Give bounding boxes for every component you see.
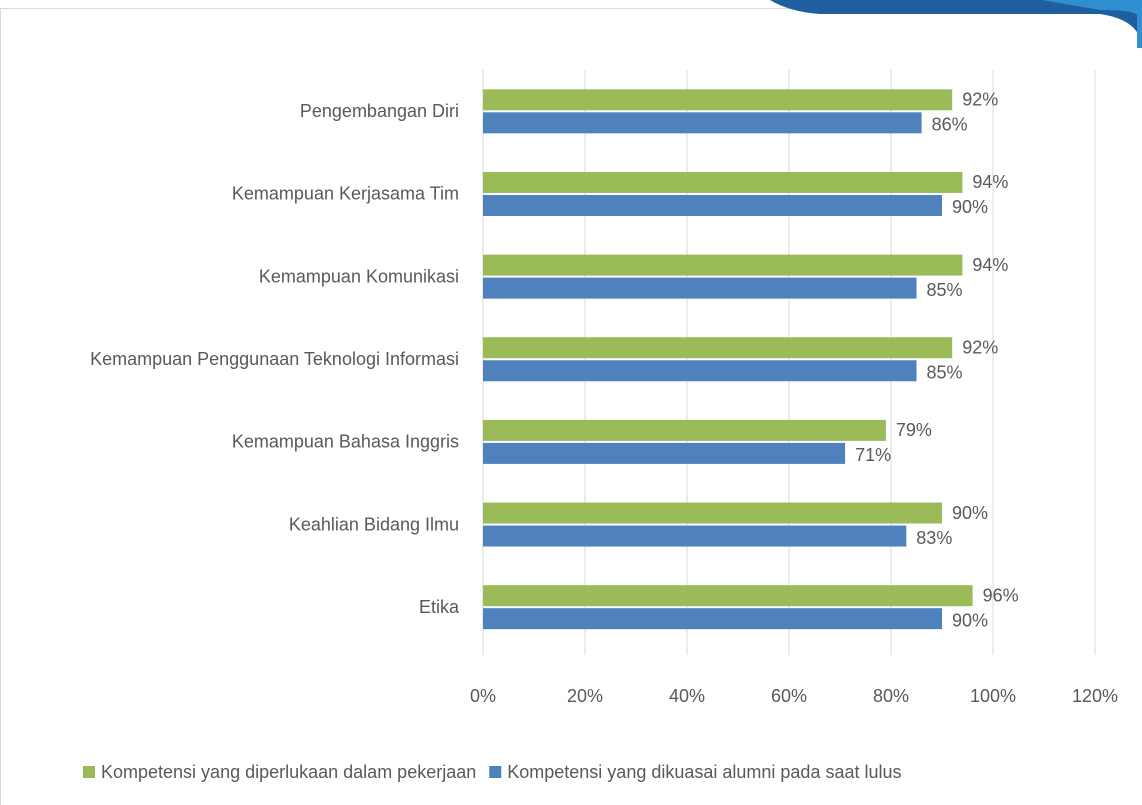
bar — [483, 608, 942, 630]
legend-label: Kompetensi yang dikuasai alumni pada saa… — [507, 762, 901, 782]
corner-decoration — [1042, 0, 1142, 48]
y-tick-label: Etika — [419, 597, 460, 617]
y-tick-label: Pengembangan Diri — [300, 101, 459, 121]
y-tick-label: Kemampuan Komunikasi — [259, 266, 459, 286]
bar — [483, 525, 907, 547]
data-label: 92% — [962, 90, 998, 110]
data-label: 83% — [916, 528, 952, 548]
data-label: 92% — [962, 338, 998, 358]
legend-label: Kompetensi yang diperlukaan dalam pekerj… — [101, 762, 476, 782]
x-tick-label: 100% — [970, 686, 1016, 706]
data-label: 94% — [972, 172, 1008, 192]
data-label: 96% — [983, 585, 1019, 605]
bar — [483, 419, 886, 441]
legend-swatch — [83, 766, 95, 778]
data-label: 90% — [952, 503, 988, 523]
x-tick-label: 40% — [669, 686, 705, 706]
y-tick-label: Kemampuan Kerjasama Tim — [232, 184, 459, 204]
legend-swatch — [489, 766, 502, 778]
data-label: 90% — [952, 197, 988, 217]
bar — [483, 442, 846, 464]
y-tick-label: Kemampuan Penggunaan Teknologi Informasi — [90, 349, 459, 369]
x-tick-label: 120% — [1072, 686, 1118, 706]
bar — [483, 277, 917, 299]
bar — [483, 360, 917, 382]
bar — [483, 171, 963, 193]
bar — [483, 502, 942, 524]
data-label: 71% — [855, 445, 891, 465]
data-label: 86% — [932, 115, 968, 135]
y-tick-label: Keahlian Bidang Ilmu — [289, 514, 459, 534]
x-tick-label: 20% — [567, 686, 603, 706]
x-tick-label: 0% — [470, 686, 496, 706]
x-tick-label: 60% — [771, 686, 807, 706]
bar — [483, 254, 963, 276]
bar — [483, 585, 973, 607]
corner-decoration — [770, 0, 1142, 50]
data-label: 90% — [952, 610, 988, 630]
chart-frame — [0, 8, 1142, 805]
bar — [483, 337, 953, 359]
data-label: 79% — [896, 420, 932, 440]
bar — [483, 194, 942, 216]
data-label: 94% — [972, 255, 1008, 275]
x-tick-label: 80% — [873, 686, 909, 706]
data-label: 85% — [927, 363, 963, 383]
data-label: 85% — [927, 280, 963, 300]
bar — [483, 89, 953, 111]
y-tick-label: Kemampuan Bahasa Inggris — [232, 432, 459, 452]
bar — [483, 112, 922, 134]
